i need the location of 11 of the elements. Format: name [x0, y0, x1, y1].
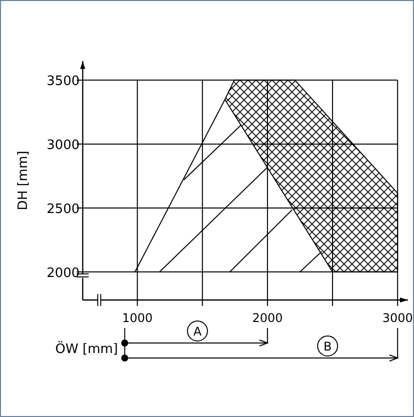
text: B	[323, 340, 332, 354]
y-tick-label: 3500	[46, 74, 80, 90]
y-tick-label: 3000	[46, 138, 80, 154]
x-axis-title: ÖW [mm]	[55, 341, 118, 357]
y-axis-title: DH [mm]	[16, 150, 31, 210]
text: A	[193, 324, 202, 338]
y-tick-label: 2500	[46, 202, 80, 217]
x-tick-label: 1000	[122, 311, 153, 325]
x-tick-label: 3000	[382, 311, 413, 325]
y-tick-label: 2000	[46, 266, 80, 281]
x-tick-label: 2000	[252, 311, 283, 325]
